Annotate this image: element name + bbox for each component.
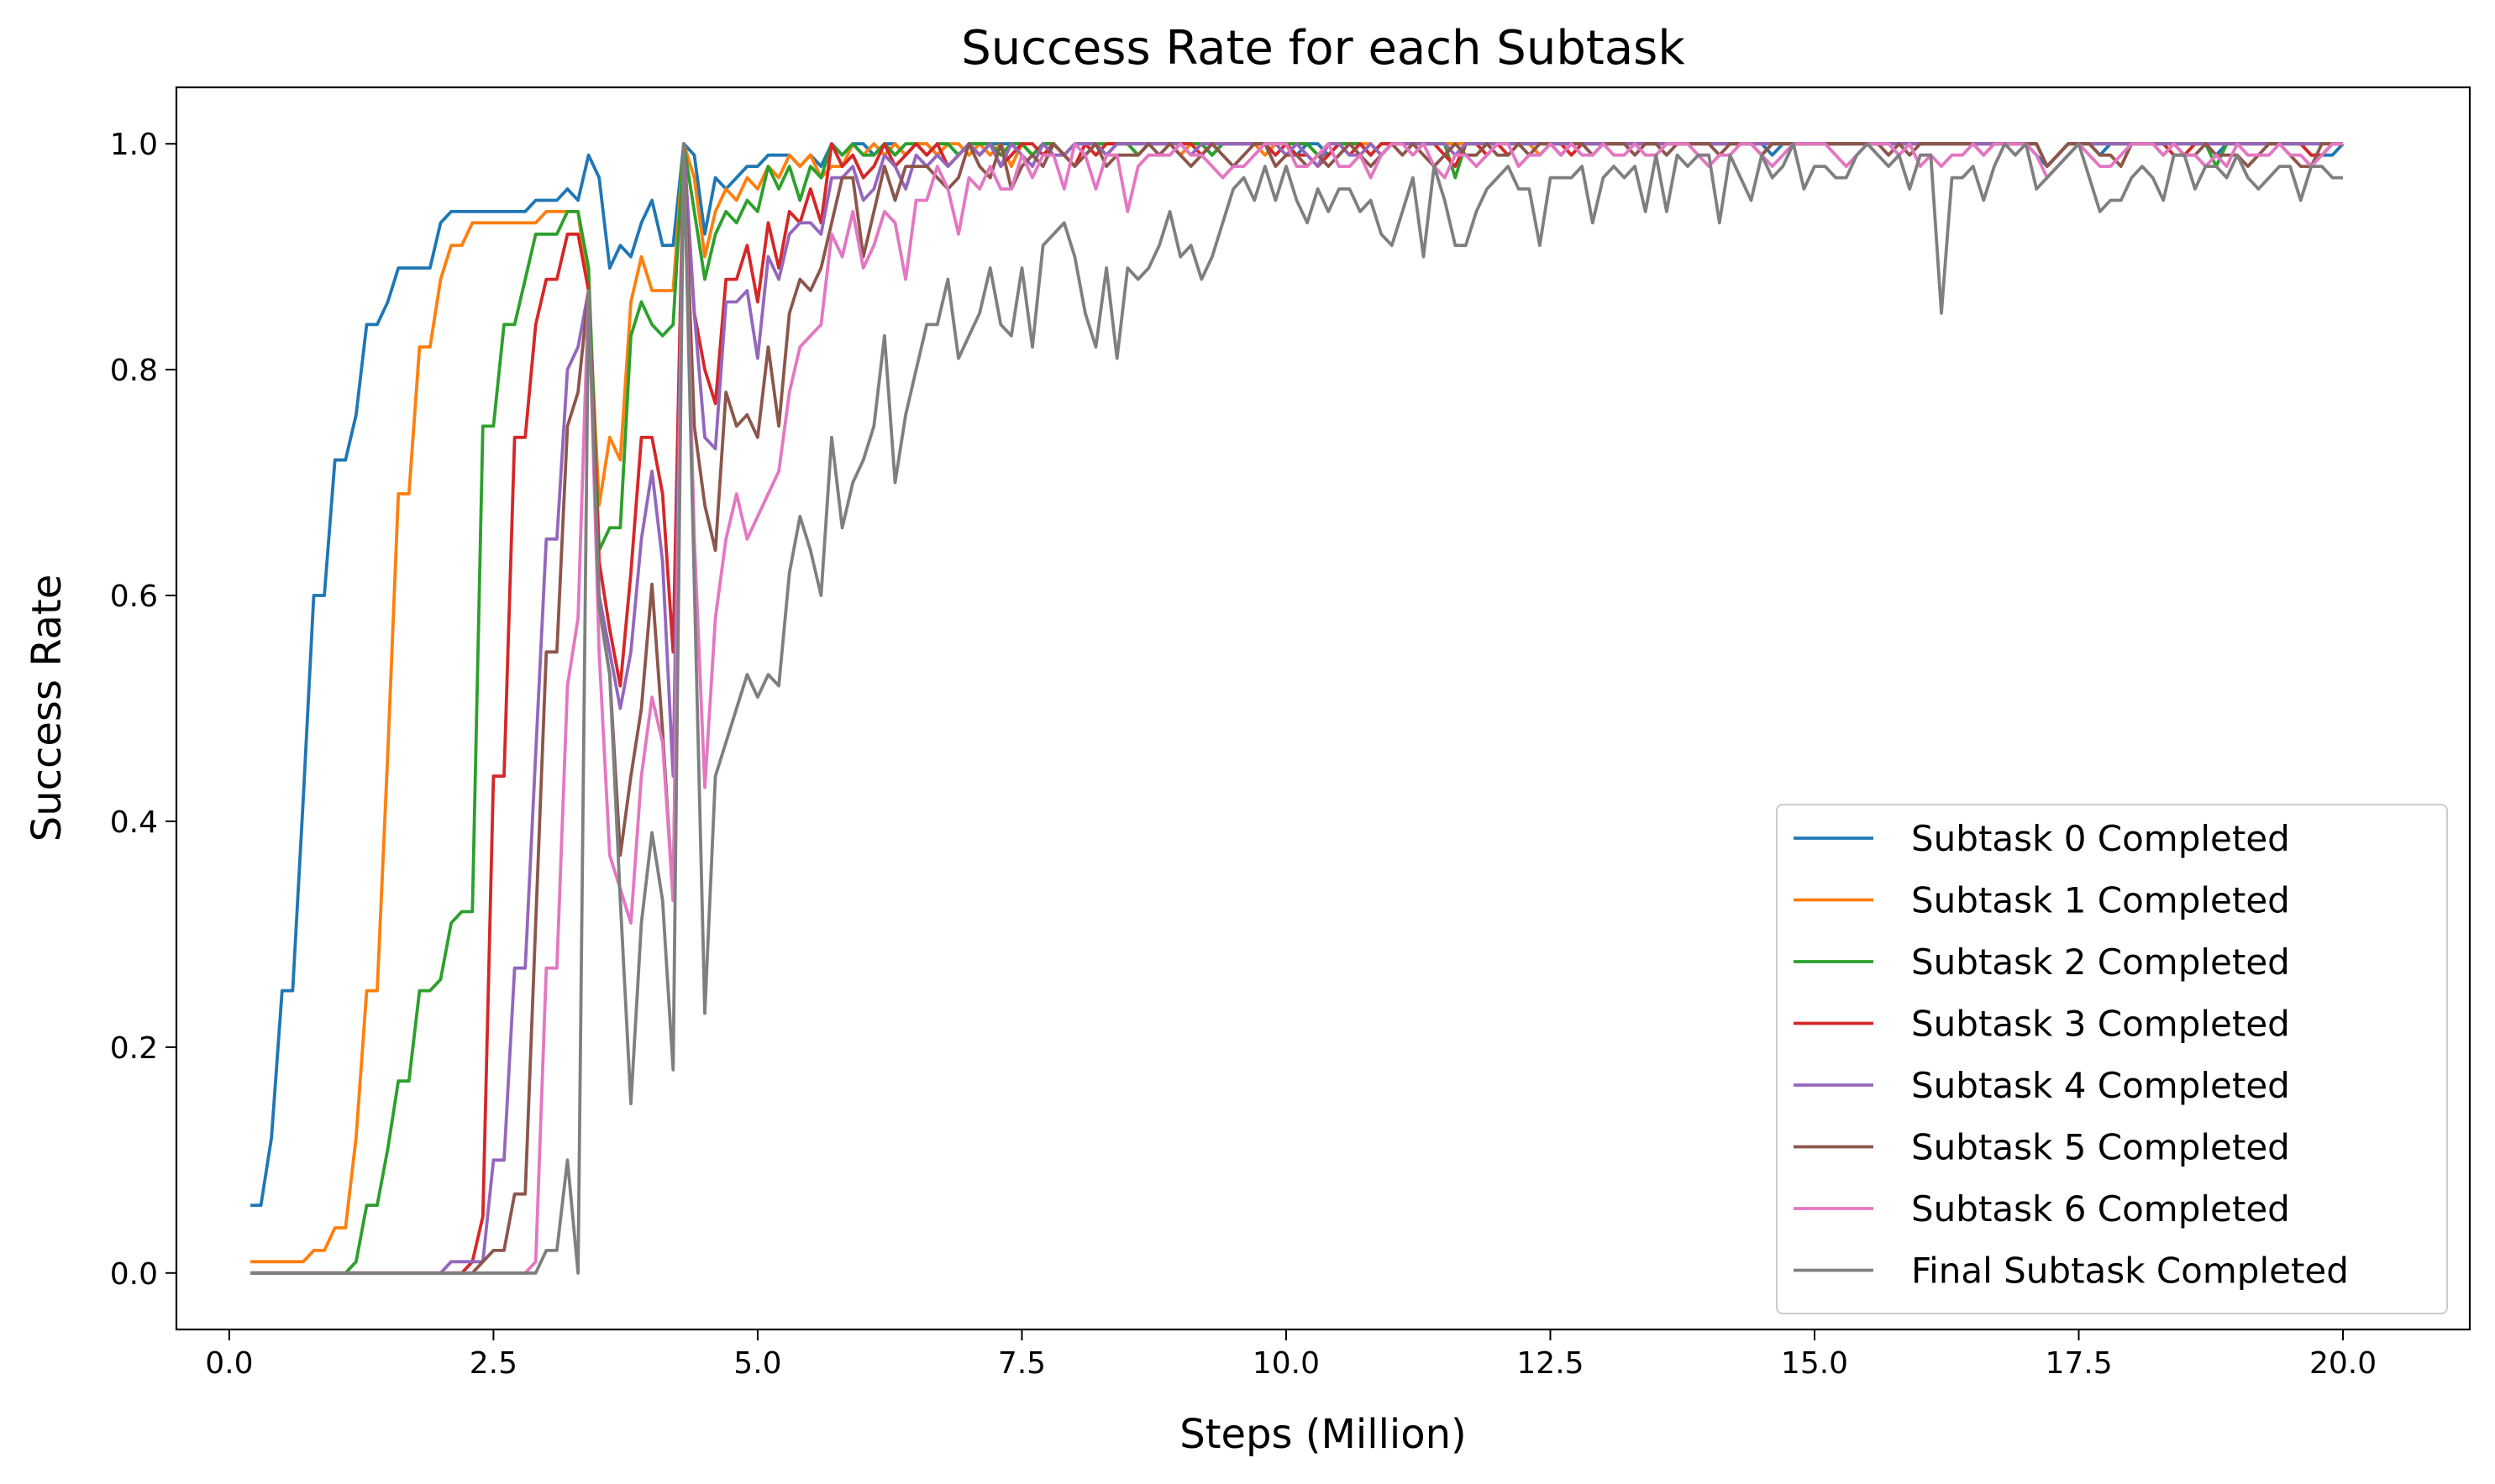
legend-label-4: Subtask 4 Completed [1911, 1065, 2290, 1106]
x-axis: 0.0 2.5 5.0 7.5 10.0 12.5 15.0 17.5 20.0 [205, 1329, 2377, 1381]
legend-label-3: Subtask 3 Completed [1911, 1004, 2290, 1045]
y-tick-label: 0.4 [110, 805, 158, 840]
x-tick-label: 2.5 [470, 1346, 517, 1381]
legend-box [1776, 804, 2448, 1314]
legend-label-0: Subtask 0 Completed [1911, 818, 2290, 859]
x-tick-label: 5.0 [733, 1346, 781, 1381]
x-tick-label: 10.0 [1253, 1346, 1320, 1381]
x-tick-label: 20.0 [2309, 1346, 2377, 1381]
legend-label-6: Subtask 6 Completed [1911, 1188, 2290, 1230]
x-tick-label: 17.5 [2045, 1346, 2112, 1381]
legend: Subtask 0 Completed Subtask 1 Completed Su… [1776, 804, 2448, 1314]
x-tick-label: 7.5 [998, 1346, 1046, 1381]
x-tick-label: 15.0 [1781, 1346, 1848, 1381]
x-tick-label: 12.5 [1516, 1346, 1584, 1381]
series-lines [250, 142, 2345, 1275]
y-tick-label: 1.0 [110, 128, 158, 162]
y-axis: 0.0 0.2 0.4 0.6 0.8 1.0 [110, 128, 176, 1292]
x-axis-label: Steps (Million) [1179, 1411, 1467, 1458]
legend-label-2: Subtask 2 Completed [1911, 941, 2290, 983]
chart-title: Success Rate for each Subtask [961, 21, 1685, 76]
legend-label-7: Final Subtask Completed [1911, 1251, 2349, 1292]
legend-label-1: Subtask 1 Completed [1911, 880, 2290, 921]
y-axis-label: Success Rate [24, 574, 71, 842]
plot-frame [175, 86, 2471, 1331]
y-tick-label: 0.6 [110, 579, 158, 614]
y-tick-label: 0.0 [110, 1257, 158, 1292]
y-tick-label: 0.2 [110, 1031, 158, 1066]
series-line-7 [250, 142, 2343, 1275]
y-tick-label: 0.8 [110, 354, 158, 388]
legend-label-5: Subtask 5 Completed [1911, 1127, 2290, 1168]
x-tick-label: 0.0 [205, 1346, 253, 1381]
series-line-6 [250, 142, 2343, 1275]
